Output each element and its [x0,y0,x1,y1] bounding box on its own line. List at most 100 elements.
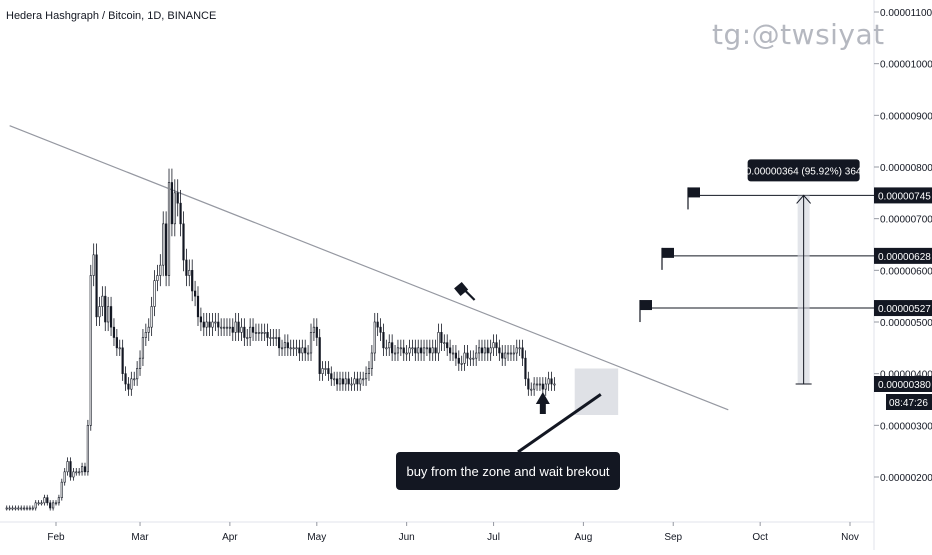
candle-body [141,337,145,359]
candle-body [107,306,110,323]
watermark: tg:@twsiyat [712,18,885,51]
candle-body [480,347,484,354]
candle-body [272,337,275,339]
annotation-callout[interactable] [396,452,620,490]
candle-body [193,290,197,297]
candle-body [544,383,547,390]
candle-body [307,352,310,355]
candle-body [130,378,133,390]
candle-body [338,378,342,385]
candle-body [225,326,229,329]
x-tick-label: Jun [399,532,415,543]
candle-body [373,321,376,354]
candle-body [57,497,60,504]
candle-body [428,347,431,354]
x-tick-label: Jul [487,532,500,543]
candle-body [399,347,402,350]
measure-arrow-head [796,194,812,204]
candle-body [234,321,237,333]
chart-title: Hedera Hashgraph / Bitcoin, 1D, BINANCE [6,10,217,22]
candle-body [153,280,156,307]
candle-body [173,192,176,225]
countdown-label: 08:47:26 [889,398,928,409]
candle-body [535,383,539,386]
price-tag-box [874,187,932,204]
candle-body [449,347,452,354]
candle-body [115,337,118,349]
candle-body [14,507,17,510]
candle-body [472,357,475,360]
candle-body [144,332,147,338]
x-tick-label: Feb [47,532,65,543]
candle-body [446,342,449,349]
candle-body [208,321,211,328]
candle-body [25,507,29,510]
candle-body [31,507,34,510]
candle-body [214,321,217,324]
annotation-text: buy from the zone and wait brekout [406,464,609,479]
candle-body [521,347,524,359]
candle-body [101,295,104,307]
y-tick-label: 0.00000200 [880,473,932,484]
candle-body [541,383,544,390]
candle-body [92,254,95,276]
candle-body [393,352,397,355]
candle-body [46,497,49,504]
callout-pointer [517,393,602,454]
candle-body [124,373,127,385]
up-arrow-icon[interactable] [535,392,550,414]
candle-body [321,368,324,374]
candle-body [109,306,113,328]
candle-body [37,502,40,505]
candle-body [318,337,321,374]
candle-body [147,326,150,333]
candle-body [486,347,489,354]
candle-body [457,357,460,364]
candle-body [512,352,515,355]
candle-body [280,347,284,350]
candle-body [466,352,469,359]
candle-body [54,502,58,505]
hammer-handle [463,289,476,301]
candle-body [396,347,400,354]
candle-body [211,321,214,328]
y-tick-label: 0.00001000 [880,60,932,71]
candle-body [89,275,92,426]
candle-body [222,326,226,329]
candle-body [547,378,550,385]
candle-body [5,507,8,510]
candle-body [533,383,536,390]
candle-body [283,342,287,349]
candle-body [266,332,269,338]
candle-body [191,270,194,292]
candle-body [243,326,246,338]
y-tick-label: 0.00000400 [880,370,932,381]
candle-body [98,306,101,318]
candle-body [263,332,266,334]
candle-body [127,383,130,390]
candle-body [304,347,307,354]
candle-body [469,357,472,360]
candle-body [275,337,278,339]
candle-body [228,326,231,329]
candle-body [341,378,344,385]
candle-body [220,326,223,329]
candle-body [312,326,316,333]
candle-body [199,316,202,323]
candle-body [402,347,405,354]
candle-body [425,347,429,350]
candle-body [257,332,260,334]
descending-trendline[interactable] [9,125,729,411]
candle-body [246,337,249,339]
candle-body [492,342,495,349]
x-tick-label: Sep [664,532,682,543]
candle-body [437,332,440,354]
candle-body [454,352,457,359]
hammer-icon[interactable] [454,281,469,297]
candle-body [460,363,463,365]
measure-label: 0.00000364 (95.92%) 364 [746,166,862,177]
candle-body [28,507,32,510]
price-tag-box [874,300,932,317]
